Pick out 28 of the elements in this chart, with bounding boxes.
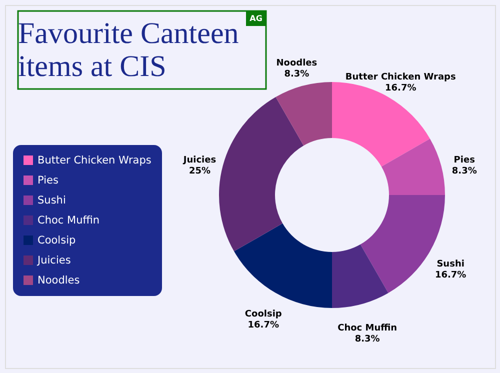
- legend-label: Butter Chicken Wraps: [38, 154, 152, 166]
- data-label: 16.7%: [248, 320, 279, 331]
- legend-label: Noodles: [38, 274, 80, 286]
- donut-slice: [234, 223, 332, 308]
- slice-label: Coolsip: [244, 310, 282, 320]
- donut-slice: [332, 82, 430, 167]
- data-label: 8.3%: [452, 166, 477, 177]
- slice-label: Pies: [454, 156, 475, 166]
- slice-label: Juicies: [182, 155, 216, 166]
- text: AG: [250, 14, 262, 23]
- slice-label: Butter Chicken Wraps: [345, 72, 456, 82]
- slice-label: Sushi: [436, 260, 464, 270]
- data-label: 8.3%: [284, 70, 310, 80]
- data-label: 8.3%: [354, 334, 380, 344]
- donut-slice: [332, 244, 388, 308]
- legend-label: Choc Muffin: [38, 214, 100, 226]
- data-label: 25%: [188, 166, 211, 176]
- slice-label: Choc Muffin: [338, 323, 398, 334]
- donut-slice: [276, 82, 332, 146]
- donut-slice: [381, 138, 445, 195]
- legend-label: Coolsip: [38, 234, 76, 246]
- donut-slice: [219, 97, 304, 252]
- slice-label: Noodles: [276, 58, 318, 69]
- legend-label: Juicies: [36, 254, 71, 266]
- legend-label: Pies: [38, 174, 58, 186]
- legend-label: Sushi: [38, 194, 66, 206]
- data-label: 16.7%: [385, 83, 416, 94]
- data-label: 16.7%: [434, 270, 466, 281]
